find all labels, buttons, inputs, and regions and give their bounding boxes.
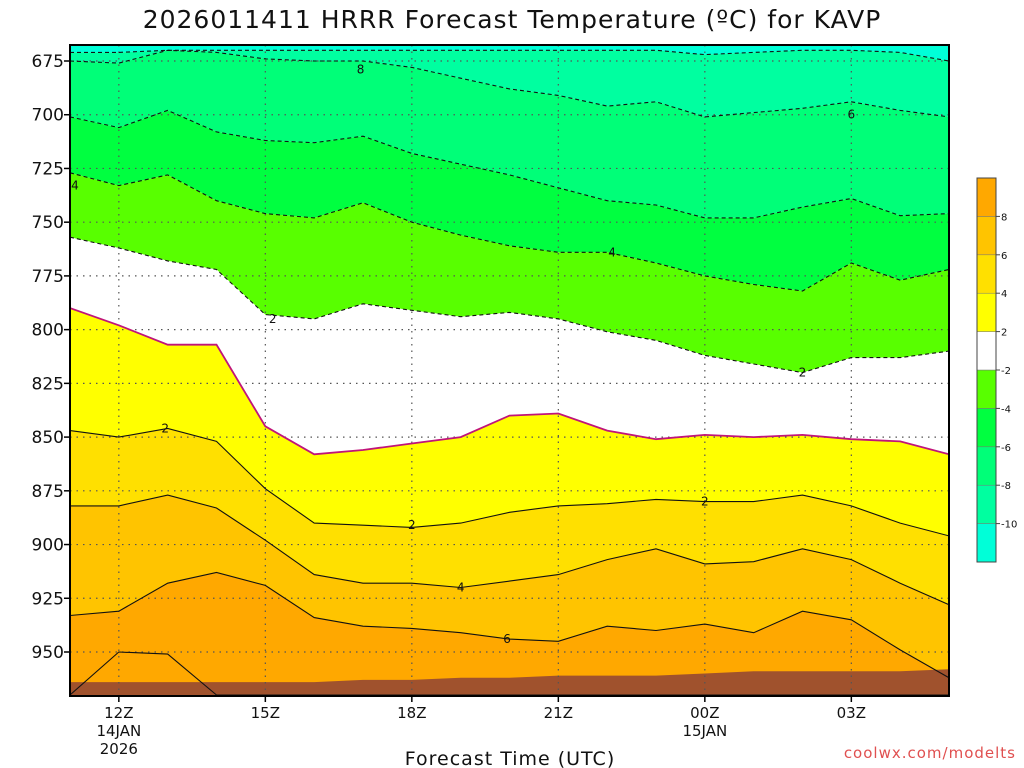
plot-frame [69, 44, 950, 697]
temp-band--10 [70, 45, 949, 61]
x-tick-label-27-0: 03Z [837, 704, 866, 722]
y-tick-label-950: 950 [32, 643, 64, 663]
contour-label-8: 2 [701, 495, 709, 509]
colorbar-swatch-3 [976, 408, 997, 448]
isotherm-4 [70, 494, 949, 606]
y-tick-label-850: 850 [32, 428, 64, 448]
temp-band--4 [70, 110, 949, 292]
temp-band--6 [70, 50, 949, 218]
x-tick-label-24-1: 15JAN [682, 722, 727, 740]
colorbar-swatch-0 [976, 523, 997, 563]
colorbar-label-6: 4 [1001, 289, 1007, 300]
ground-fill [70, 669, 949, 696]
temp-band-0 [70, 237, 949, 455]
contour-label-2: 4 [71, 179, 79, 193]
contour-label-4: 2 [269, 312, 277, 326]
colorbar: -10 -8 -6 -4 -2 2 4 6 8 [976, 177, 1017, 563]
contour-label-0: 8 [357, 63, 365, 77]
y-tick-label-925: 925 [32, 589, 64, 609]
temperature-fill-layer [70, 45, 949, 696]
colorbar-label-0: -10 [1001, 520, 1017, 531]
y-tick-label-825: 825 [32, 374, 64, 394]
isotherm--8 [70, 49, 949, 118]
temp-band-4 [70, 428, 949, 605]
colorbar-swatch-5 [976, 331, 997, 371]
y-tick-label-775: 775 [32, 267, 64, 287]
colorbar-label-1: -8 [1001, 481, 1011, 492]
y-tick-label-750: 750 [32, 213, 64, 233]
source-credit: coolwx.com/modelts [844, 744, 1016, 762]
y-tick-label-675: 675 [32, 52, 64, 72]
colorbar-swatch-9 [976, 177, 997, 217]
colorbar-swatch-7 [976, 254, 997, 294]
isotherm--2 [70, 236, 949, 374]
colorbar-swatch-1 [976, 484, 997, 524]
contour-label-10: 6 [503, 632, 511, 646]
y-tick-label-875: 875 [32, 482, 64, 502]
x-axis-label: Forecast Time (UTC) [405, 748, 615, 768]
colorbar-label-5: 2 [1001, 328, 1007, 339]
contour-label-6: 2 [161, 421, 169, 435]
x-tick-label-21-0: 21Z [544, 704, 573, 722]
chart-title: 2026011411 HRRR Forecast Temperature (ºC… [143, 5, 882, 34]
y-tick-label-700: 700 [32, 106, 64, 126]
temp-band-6 [70, 495, 949, 678]
x-tick-label-15-0: 15Z [251, 704, 280, 722]
x-tick-label-18-0: 18Z [397, 704, 426, 722]
temp-band-2 [70, 308, 949, 536]
temp-band--2 [70, 172, 949, 373]
temp-band-8 [70, 572, 949, 695]
x-tick-label-24-0: 00Z [690, 704, 719, 722]
colorbar-swatch-8 [976, 216, 997, 256]
contour-label-9: 4 [457, 581, 465, 595]
temp-band--8 [70, 50, 949, 117]
contour-label-3: 4 [608, 245, 616, 259]
isotherm-2 [70, 427, 949, 537]
colorbar-label-7: 6 [1001, 251, 1007, 262]
isotherm--4 [70, 172, 949, 292]
colorbar-label-4: -2 [1001, 366, 1011, 377]
isotherm--6 [70, 109, 949, 219]
grid-layer [70, 45, 949, 696]
x-tick-label-12-1: 14JAN [96, 722, 141, 740]
x-tick-label-12-0: 12Z [104, 704, 133, 722]
colorbar-label-8: 8 [1001, 212, 1007, 223]
colorbar-swatch-2 [976, 446, 997, 486]
contour-label-5: 2 [799, 366, 807, 380]
y-tick-label-800: 800 [32, 321, 64, 341]
colorbar-swatch-6 [976, 292, 997, 332]
colorbar-label-2: -6 [1001, 443, 1011, 454]
isotherm-6 [70, 571, 949, 679]
x-tick-label-12-2: 2026 [100, 740, 138, 758]
contour-label-1: 6 [848, 108, 856, 122]
y-tick-label-900: 900 [32, 536, 64, 556]
contour-label-layer: 8 6 4 4 2 2 2 2 2 4 6 [71, 63, 855, 647]
contour-label-7: 2 [408, 518, 416, 532]
y-axis: 675 700 725 750 775 800 825 850 875 900 925 950 [32, 52, 70, 663]
ground-layer [70, 669, 949, 696]
isotherm-0 [70, 307, 949, 456]
colorbar-label-3: -4 [1001, 404, 1011, 415]
y-tick-label-725: 725 [32, 159, 64, 179]
colorbar-swatch-4 [976, 369, 997, 409]
